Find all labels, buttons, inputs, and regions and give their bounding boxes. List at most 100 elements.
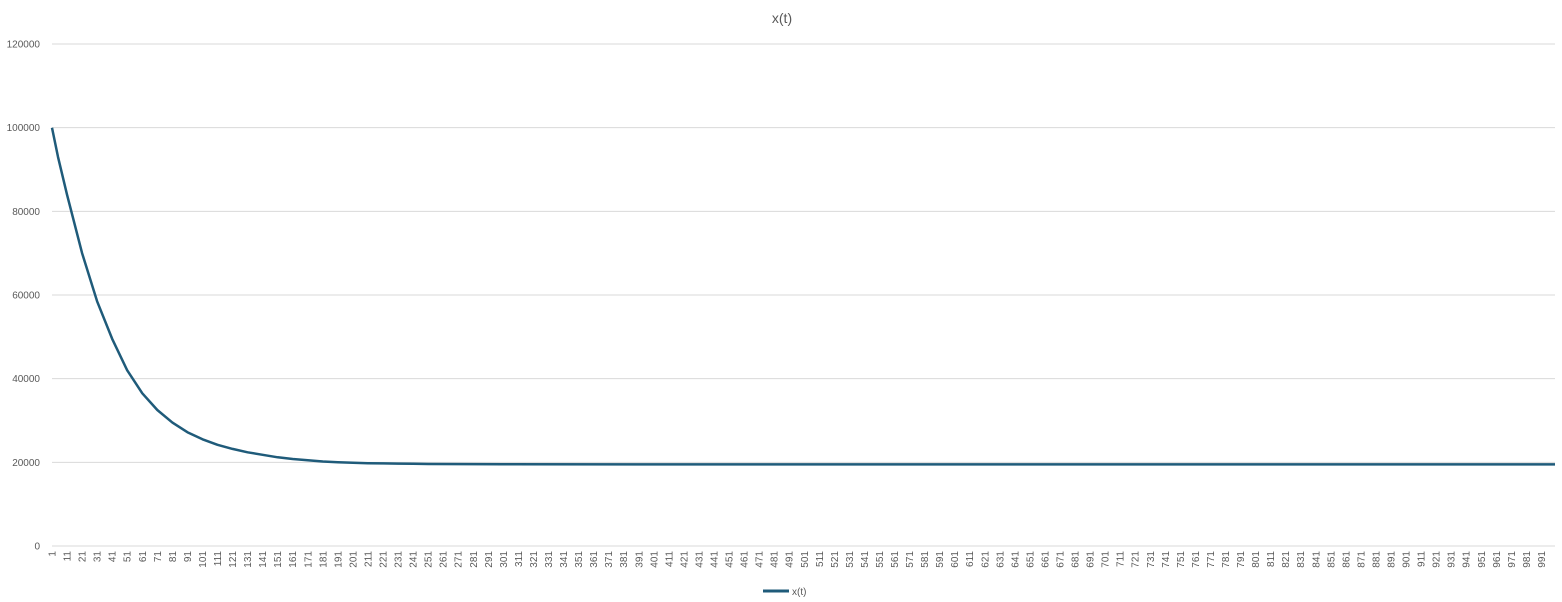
x-tick-label: 281 [469, 551, 480, 568]
x-tick-label: 211 [363, 551, 374, 567]
x-tick-label: 981 [1522, 551, 1533, 568]
x-tick-label: 361 [589, 551, 600, 568]
x-tick-label: 681 [1071, 551, 1082, 568]
x-tick-label: 101 [198, 551, 209, 568]
x-tick-label: 861 [1341, 551, 1352, 568]
x-tick-label: 641 [1010, 551, 1021, 568]
x-tick-label: 341 [559, 551, 570, 568]
x-tick-label: 461 [740, 551, 751, 568]
y-tick-label: 100000 [7, 123, 41, 134]
x-tick-label: 961 [1492, 551, 1503, 568]
x-tick-label: 191 [333, 551, 344, 568]
x-tick-label: 711 [1116, 551, 1127, 567]
x-tick-label: 991 [1537, 551, 1548, 568]
x-tick-label: 181 [318, 551, 329, 568]
gridlines [52, 43, 1555, 547]
x-tick-label: 161 [288, 551, 299, 568]
x-tick-label: 501 [800, 551, 811, 568]
x-tick-label: 121 [228, 551, 239, 568]
x-tick-label: 971 [1507, 551, 1518, 568]
x-tick-label: 611 [965, 551, 976, 567]
x-tick-label: 741 [1161, 551, 1172, 568]
x-tick-label: 221 [378, 551, 389, 568]
x-tick-label: 51 [123, 551, 134, 563]
x-tick-label: 871 [1356, 551, 1367, 568]
x-tick-label: 321 [529, 551, 540, 568]
series-line-0 [50, 127, 1555, 466]
x-tick-label: 901 [1402, 551, 1413, 568]
x-tick-label: 771 [1206, 551, 1217, 568]
x-tick-label: 601 [950, 551, 961, 568]
x-tick-label: 251 [424, 551, 435, 568]
x-tick-label: 171 [303, 551, 314, 568]
x-tick-label: 761 [1191, 551, 1202, 568]
x-tick-label: 791 [1236, 551, 1247, 568]
x-tick-label: 451 [725, 551, 736, 568]
x-tick-label: 31 [93, 551, 104, 563]
x-tick-label: 241 [409, 551, 420, 568]
x-tick-label: 391 [634, 551, 645, 568]
x-tick-label: 811 [1266, 551, 1277, 567]
y-tick-label: 40000 [12, 374, 40, 385]
x-tick-label: 411 [664, 551, 675, 567]
x-tick-label: 841 [1311, 551, 1322, 568]
x-tick-label: 301 [499, 551, 510, 568]
x-tick-label: 521 [830, 551, 841, 568]
x-tick-label: 751 [1176, 551, 1187, 568]
chart-title: x(t) [772, 10, 792, 26]
x-tick-label: 201 [348, 551, 359, 568]
y-axis-ticks: 0 20000 40000 60000 80000 100000 120000 [7, 40, 41, 553]
x-tick-label: 21 [78, 551, 89, 563]
x-tick-label: 381 [619, 551, 630, 568]
x-tick-label: 331 [544, 551, 555, 568]
x-tick-label: 691 [1086, 551, 1097, 568]
x-tick-label: 11 [63, 551, 74, 562]
x-tick-label: 821 [1281, 551, 1292, 568]
x-tick-label: 261 [439, 551, 450, 568]
y-tick-label: 0 [34, 542, 40, 553]
y-tick-label: 120000 [7, 40, 41, 51]
y-tick-label: 80000 [12, 207, 40, 218]
x-tick-label: 731 [1146, 551, 1157, 568]
x-tick-label: 911 [1417, 551, 1428, 567]
x-tick-label: 131 [243, 551, 254, 568]
x-tick-label: 491 [785, 551, 796, 568]
x-tick-label: 441 [709, 551, 720, 568]
x-tick-label: 81 [168, 551, 179, 563]
x-tick-label: 831 [1296, 551, 1307, 568]
legend: x(t) [763, 587, 806, 598]
x-tick-label: 421 [679, 551, 690, 568]
x-tick-label: 851 [1326, 551, 1337, 568]
legend-label-x-t: x(t) [792, 587, 806, 598]
x-tick-label: 91 [183, 551, 194, 563]
x-tick-label: 431 [694, 551, 705, 568]
x-tick-label: 561 [890, 551, 901, 568]
x-tick-label: 951 [1477, 551, 1488, 568]
x-tick-label: 591 [935, 551, 946, 568]
x-tick-label: 311 [514, 551, 525, 567]
x-tick-label: 481 [770, 551, 781, 568]
x-tick-label: 401 [649, 551, 660, 568]
x-tick-label: 111 [213, 551, 224, 567]
x-tick-label: 931 [1447, 551, 1458, 568]
series-lines [50, 127, 1555, 466]
x-tick-label: 921 [1432, 551, 1443, 568]
x-tick-label: 371 [604, 551, 615, 568]
x-tick-label: 801 [1251, 551, 1262, 568]
x-tick-label: 471 [755, 551, 766, 568]
x-tick-label: 671 [1056, 551, 1067, 568]
x-tick-label: 781 [1221, 551, 1232, 568]
x-tick-label: 581 [920, 551, 931, 568]
x-tick-label: 291 [484, 551, 495, 568]
x-tick-label: 61 [138, 551, 149, 563]
x-tick-label: 1 [48, 551, 59, 557]
y-tick-label: 60000 [12, 291, 40, 302]
x-tick-label: 881 [1371, 551, 1382, 568]
x-tick-label: 271 [454, 551, 465, 568]
y-tick-label: 20000 [12, 458, 40, 469]
x-tick-label: 631 [995, 551, 1006, 568]
x-tick-label: 231 [394, 551, 405, 568]
x-tick-label: 541 [860, 551, 871, 568]
x-tick-label: 531 [845, 551, 856, 568]
